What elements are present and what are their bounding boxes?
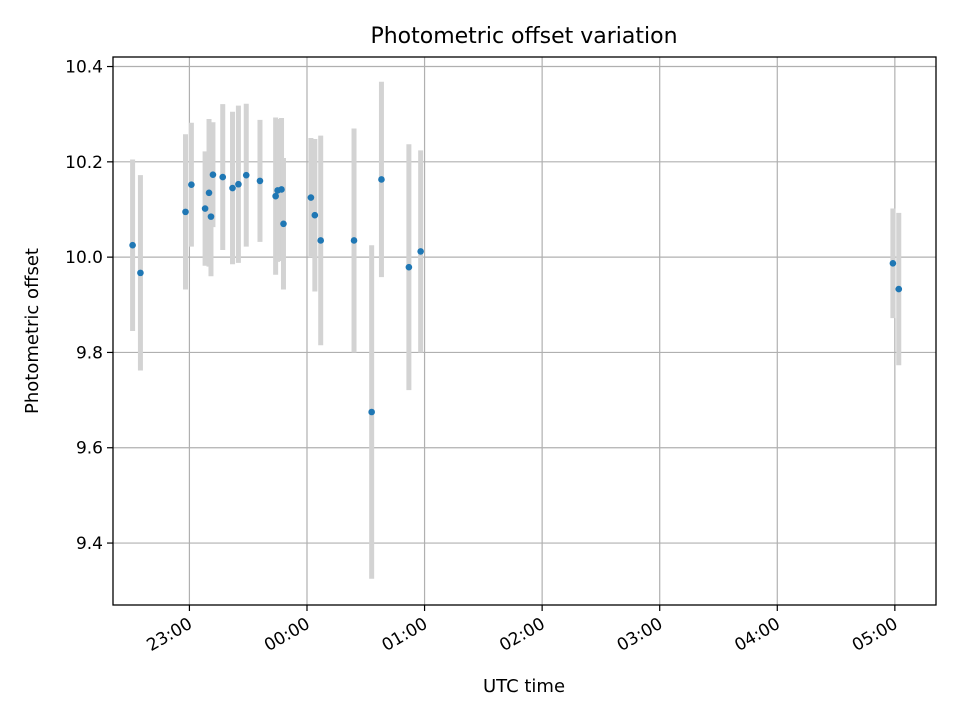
x-tick-label: 04:00 bbox=[731, 614, 783, 656]
data-point bbox=[378, 176, 385, 183]
data-point bbox=[219, 173, 227, 181]
x-tick-label: 23:00 bbox=[143, 614, 195, 656]
data-point bbox=[129, 241, 136, 249]
y-tick-label: 10.2 bbox=[65, 153, 103, 173]
data-point bbox=[242, 171, 250, 179]
y-axis-label: Photometric offset bbox=[22, 248, 43, 414]
grid-lines bbox=[113, 57, 936, 605]
data-point bbox=[350, 237, 358, 244]
data-point bbox=[417, 248, 424, 255]
x-tick-label: 02:00 bbox=[496, 614, 548, 656]
data-point bbox=[235, 180, 242, 188]
y-axis-ticks: 9.4 9.6 9.8 10.0 10.2 10.4 bbox=[65, 58, 113, 554]
data-point bbox=[256, 177, 264, 185]
data-point bbox=[280, 220, 287, 228]
x-tick-label: 00:00 bbox=[261, 614, 313, 656]
y-tick-label: 10.0 bbox=[65, 248, 103, 268]
data-point bbox=[307, 194, 315, 201]
data-point bbox=[405, 263, 413, 271]
y-tick-label: 10.4 bbox=[65, 58, 103, 78]
data-point bbox=[278, 186, 285, 193]
x-tick-label: 05:00 bbox=[849, 614, 901, 656]
error-bars bbox=[130, 81, 902, 579]
chart-title: Photometric offset variation bbox=[370, 24, 677, 49]
y-tick-label: 9.8 bbox=[76, 343, 103, 363]
x-axis-label: UTC time bbox=[483, 676, 565, 697]
data-point bbox=[317, 237, 325, 244]
data-point bbox=[201, 205, 209, 212]
x-tick-label: 01:00 bbox=[379, 614, 431, 656]
data-point bbox=[311, 211, 319, 219]
data-point bbox=[182, 208, 189, 216]
data-point bbox=[205, 189, 213, 197]
data-point bbox=[207, 213, 215, 220]
data-point bbox=[272, 192, 279, 200]
data-points bbox=[129, 171, 903, 416]
data-point bbox=[137, 269, 144, 277]
data-point bbox=[889, 260, 897, 267]
x-axis-ticks: 23:00 00:00 01:00 02:00 03:00 04:00 05:00 bbox=[143, 605, 901, 656]
data-point bbox=[188, 181, 195, 189]
y-tick-label: 9.4 bbox=[76, 534, 103, 554]
data-point bbox=[368, 408, 375, 416]
y-tick-label: 9.6 bbox=[76, 439, 103, 459]
x-tick-label: 03:00 bbox=[614, 614, 666, 656]
data-point bbox=[895, 285, 903, 293]
data-point bbox=[229, 184, 236, 192]
data-point bbox=[209, 171, 217, 179]
plot-frame bbox=[112, 56, 937, 606]
